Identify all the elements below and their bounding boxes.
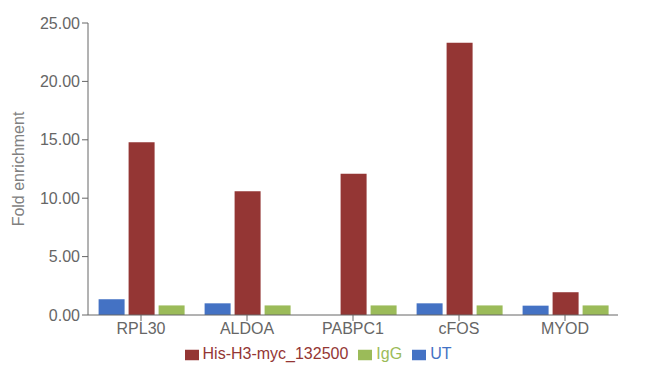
svg-text:0.00: 0.00 bbox=[49, 307, 80, 324]
svg-text:Fold enrichment: Fold enrichment bbox=[10, 111, 27, 226]
svg-text:5.00: 5.00 bbox=[49, 248, 80, 265]
html-text:IgG: IgG bbox=[376, 345, 403, 362]
html-text:UT: UT bbox=[430, 345, 452, 362]
svg-text:cFOS: cFOS bbox=[439, 320, 480, 337]
svg-text:MYOD: MYOD bbox=[541, 320, 589, 337]
svg-text:PABPC1: PABPC1 bbox=[322, 320, 384, 337]
svg-text:RPL30: RPL30 bbox=[117, 320, 166, 337]
svg-text:25.00: 25.00 bbox=[40, 15, 80, 32]
html-text:His-H3-myc_132500: His-H3-myc_132500 bbox=[202, 345, 349, 362]
svg-text:15.00: 15.00 bbox=[40, 131, 80, 148]
svg-text:20.00: 20.00 bbox=[40, 73, 80, 90]
svg-text:10.00: 10.00 bbox=[40, 190, 80, 207]
svg-text:ALDOA: ALDOA bbox=[220, 320, 275, 337]
